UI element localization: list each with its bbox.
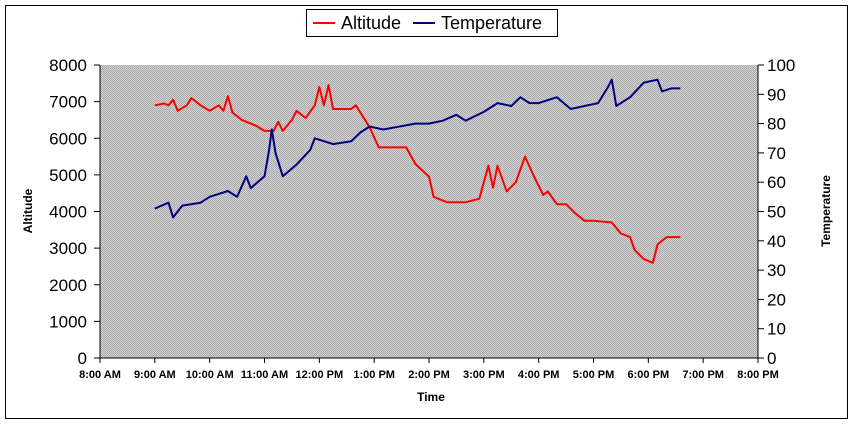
y-tick-label: 1000: [49, 312, 87, 331]
x-tick-label: 10:00 AM: [186, 369, 234, 381]
y-tick-label: 0: [78, 349, 87, 368]
y2-tick-label: 10: [767, 320, 786, 339]
x-axis-title: Time: [417, 390, 445, 404]
x-tick-label: 8:00 AM: [79, 369, 121, 381]
y-tick-label: 4000: [49, 203, 87, 222]
x-tick-label: 5:00 PM: [573, 369, 615, 381]
x-tick-label: 4:00 PM: [518, 369, 560, 381]
y-axis-title: Altitude: [21, 188, 35, 233]
series-lines: [154, 78, 681, 264]
x-tick-label: 1:00 PM: [353, 369, 395, 381]
y-tick-label: 6000: [49, 129, 87, 148]
y-tick-label: 2000: [49, 276, 87, 295]
x-tick-label: 12:00 PM: [295, 369, 343, 381]
y2-tick-label: 40: [767, 232, 786, 251]
y2-tick-label: 0: [767, 349, 776, 368]
x-tick-label: 3:00 PM: [463, 369, 505, 381]
y-tick-label: 3000: [49, 239, 87, 258]
x-tick-label: 8:00 PM: [737, 369, 779, 381]
legend-label-temperature: Temperature: [441, 13, 542, 33]
y2-tick-label: 50: [767, 203, 786, 222]
y2-tick-label: 90: [767, 85, 786, 104]
x-tick-label: 11:00 AM: [241, 369, 288, 381]
x-tick-label: 7:00 PM: [682, 369, 724, 381]
y2-tick-label: 30: [767, 261, 786, 280]
y2-tick-label: 60: [767, 173, 786, 192]
y-tick-label: 7000: [49, 93, 87, 112]
y2-axis-ticks: 0 10 20 30 40 50 60 70 80 90 100: [758, 56, 795, 368]
x-axis-ticks: 8:00 AM 9:00 AM 10:00 AM 11:00 AM 12:00 PM 1:…: [79, 358, 779, 381]
plot-area: [100, 65, 758, 358]
y-axis-ticks: 0 1000 2000 3000 4000 5000 6000 7000 8000: [49, 56, 100, 368]
y-tick-label: 8000: [49, 56, 87, 75]
legend-label-altitude: Altitude: [341, 13, 401, 33]
y2-tick-label: 20: [767, 290, 786, 309]
y2-tick-label: 100: [767, 56, 795, 75]
series-line-altitude: [154, 84, 681, 264]
legend: Altitude Temperature: [306, 9, 558, 37]
x-tick-label: 6:00 PM: [628, 369, 670, 381]
x-tick-label: 9:00 AM: [134, 369, 176, 381]
y2-tick-label: 80: [767, 115, 786, 134]
y2-axis-title: Temperature: [819, 175, 833, 247]
y2-tick-label: 70: [767, 144, 786, 163]
series-line-temperature: [154, 78, 681, 219]
x-tick-label: 2:00 PM: [408, 369, 450, 381]
y-tick-label: 5000: [49, 166, 87, 185]
